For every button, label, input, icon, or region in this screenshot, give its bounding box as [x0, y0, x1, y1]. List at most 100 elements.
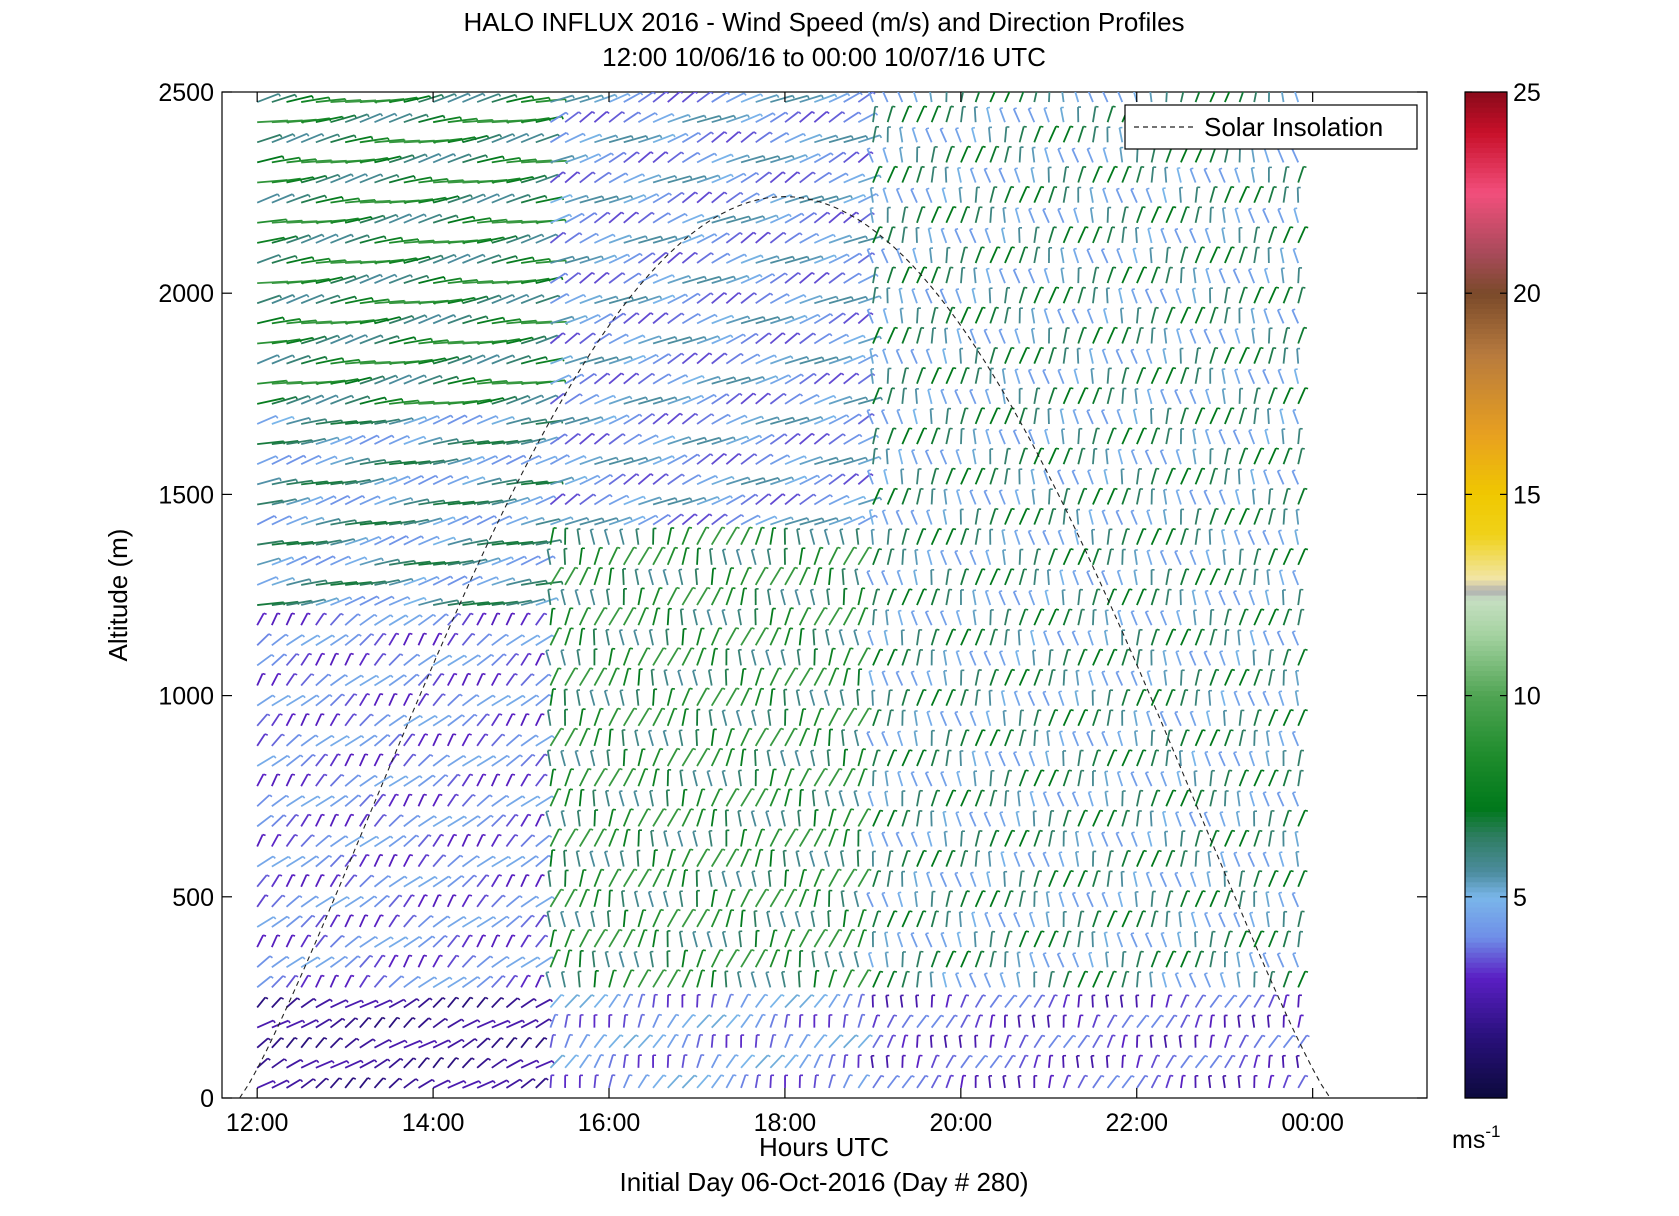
- wind-barb: [256, 294, 281, 305]
- wind-barb: [315, 998, 331, 1009]
- wind-barb-tick: [453, 314, 457, 318]
- wind-barb: [736, 971, 742, 988]
- wind-barb: [633, 891, 640, 908]
- wind-barb: [359, 235, 385, 244]
- wind-barb: [506, 496, 529, 506]
- wind-barb-tick: [797, 272, 802, 276]
- wind-barb-tick: [645, 296, 649, 300]
- wind-barb: [638, 456, 660, 466]
- wind-barb-tick: [969, 549, 974, 553]
- wind-barb: [696, 687, 708, 707]
- wind-barb-tick: [380, 753, 384, 756]
- wind-barb-tick: [870, 473, 874, 477]
- wind-barb: [608, 234, 631, 244]
- wind-barb: [769, 272, 786, 284]
- wind-barb: [256, 92, 280, 103]
- wind-barb: [608, 111, 623, 123]
- wind-barb-tick: [639, 252, 643, 257]
- wind-barb: [285, 713, 294, 727]
- wind-barb: [840, 891, 845, 907]
- wind-barb: [560, 811, 566, 827]
- wind-barb: [886, 387, 893, 405]
- wind-barb-tick: [717, 376, 721, 380]
- wind-barb: [754, 828, 763, 847]
- wind-barb: [784, 314, 806, 325]
- wind-barb-tick: [620, 372, 625, 376]
- wind-barb-tick: [428, 1017, 432, 1021]
- wind-barb-tick: [357, 794, 362, 798]
- wind-barb-tick: [730, 173, 734, 178]
- wind-barb-tick: [636, 312, 640, 316]
- wind-barb: [910, 349, 918, 364]
- wind-barb-tick: [979, 1014, 984, 1017]
- wind-barb: [403, 153, 426, 164]
- wind-barb-tick: [820, 94, 824, 99]
- wind-barb-tick: [453, 833, 458, 837]
- wind-barb: [809, 690, 816, 706]
- wind-barb-tick: [694, 412, 699, 417]
- wind-barb-tick: [307, 194, 311, 198]
- wind-barb: [740, 728, 751, 747]
- wind-barb: [769, 688, 774, 706]
- wind-barb: [858, 235, 882, 244]
- wind-barb-tick: [482, 934, 487, 937]
- wind-barb: [857, 868, 870, 888]
- wind-barb: [637, 211, 653, 224]
- wind-barb-tick: [578, 111, 582, 115]
- wind-barb: [899, 147, 904, 163]
- wind-barb: [403, 596, 425, 606]
- wind-barb: [300, 294, 323, 305]
- wind-barb-tick: [448, 1039, 452, 1044]
- wind-barb: [285, 673, 296, 687]
- wind-barb: [344, 674, 362, 687]
- wind-barb: [549, 111, 567, 123]
- wind-barb: [750, 972, 757, 988]
- wind-barb-tick: [350, 334, 354, 338]
- wind-barb: [725, 848, 737, 868]
- wind-barb: [769, 1014, 776, 1028]
- wind-barb: [462, 280, 494, 285]
- wind-barb-tick: [823, 667, 827, 670]
- wind-barb: [256, 415, 277, 425]
- wind-barb-tick: [665, 412, 669, 416]
- wind-barb-tick: [310, 673, 315, 677]
- wind-barb: [535, 518, 560, 526]
- wind-barb-tick: [647, 647, 651, 650]
- wind-barb: [388, 674, 405, 687]
- wind-barb-tick: [838, 928, 843, 932]
- wind-barb-tick: [575, 910, 579, 913]
- wind-barb-tick: [922, 367, 926, 370]
- wind-barb: [886, 910, 896, 928]
- wind-barb: [828, 494, 848, 506]
- wind-barb: [417, 733, 426, 747]
- wind-barb: [579, 232, 597, 244]
- wind-barb-tick: [750, 1013, 754, 1017]
- wind-barb: [462, 601, 490, 606]
- wind-barb: [447, 1038, 463, 1049]
- wind-barb-tick: [269, 955, 273, 959]
- wind-barb: [637, 273, 657, 284]
- wind-barb: [619, 529, 625, 545]
- wind-barb-tick: [485, 154, 489, 159]
- wind-barb: [476, 1019, 494, 1029]
- wind-barb-tick: [720, 586, 724, 590]
- wind-barb-tick: [409, 692, 413, 696]
- wind-barb: [476, 612, 485, 626]
- wind-barb-tick: [868, 868, 872, 872]
- wind-barb: [696, 233, 716, 244]
- wind-barb: [271, 577, 294, 586]
- wind-barb-tick: [757, 353, 761, 357]
- wind-barb-tick: [674, 396, 678, 401]
- wind-barb-tick: [423, 954, 428, 957]
- wind-barb: [447, 632, 457, 646]
- wind-barb-tick: [604, 606, 608, 610]
- wind-barb-tick: [685, 374, 689, 378]
- wind-barb: [315, 539, 341, 546]
- wind-barb-tick: [287, 695, 292, 699]
- wind-barb-tick: [879, 326, 883, 330]
- wind-barb: [546, 750, 552, 767]
- wind-barb: [886, 810, 896, 827]
- wind-barb-tick: [561, 481, 564, 485]
- wind-barb: [388, 998, 405, 1009]
